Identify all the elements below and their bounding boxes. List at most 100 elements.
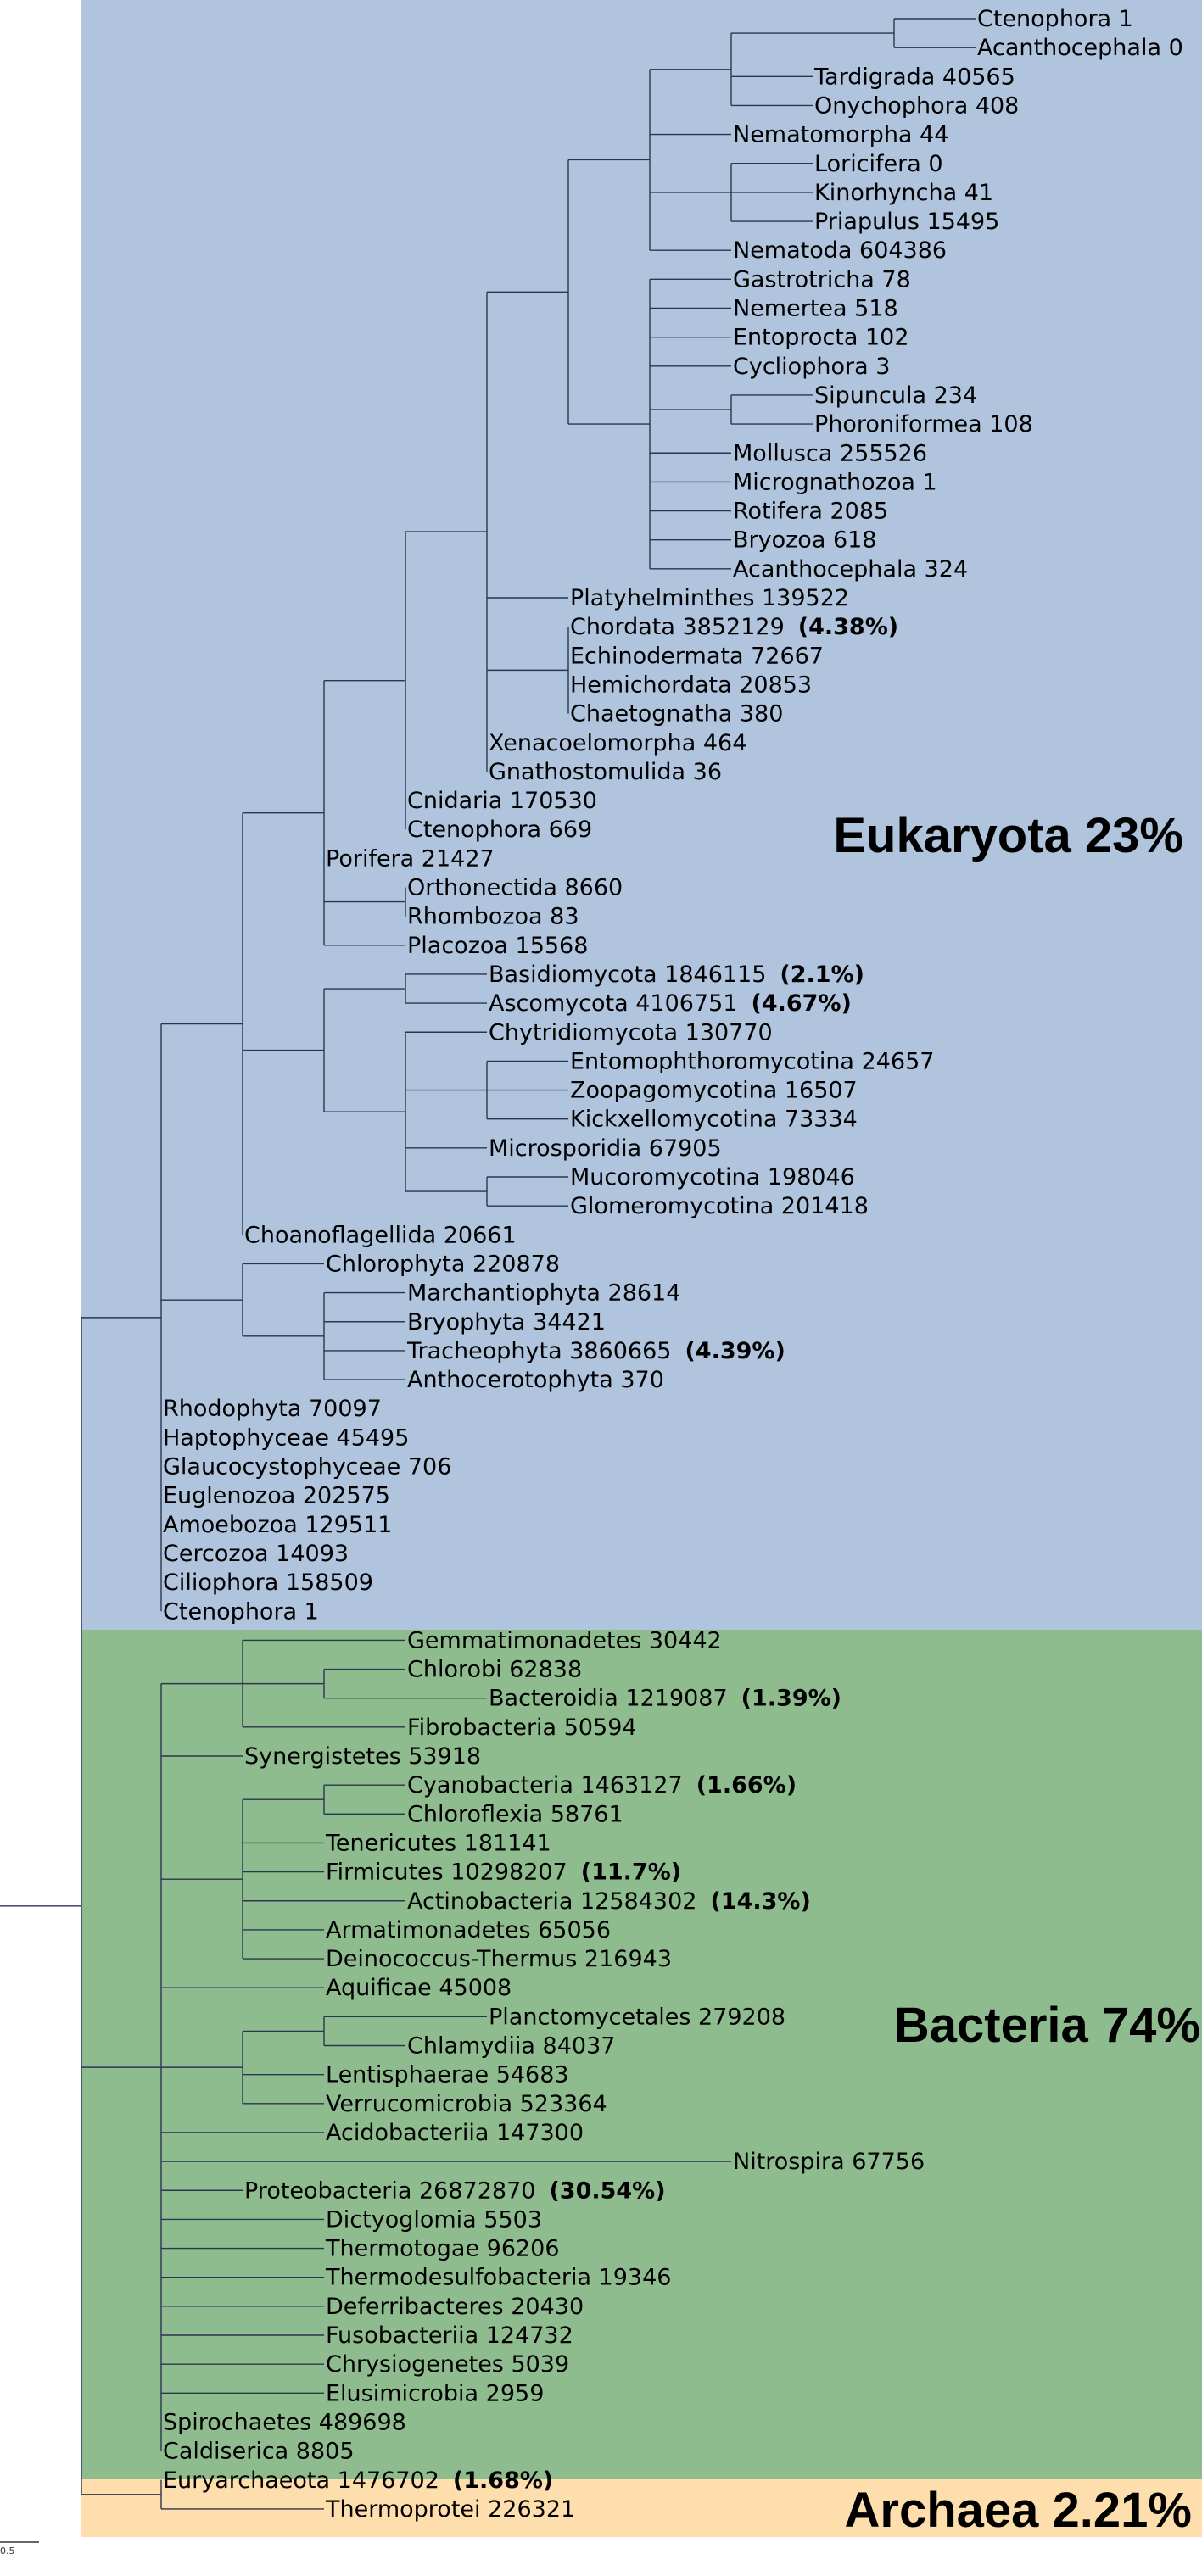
leaf-label-26: Gnathostomulida 36	[489, 759, 722, 785]
leaf-label-20: Platyhelminthes 139522	[570, 585, 849, 611]
bacteria-label: Bacteria 74%	[894, 1998, 1200, 2053]
leaf-label-74: Nitrospira 67756	[733, 2149, 925, 2175]
leaf-label-28: Ctenophora 669	[407, 817, 592, 843]
leaf-label-61: Cyanobacteria 1463127	[407, 1772, 683, 1798]
leaf-label-86: Thermoprotei 226321	[325, 2496, 575, 2523]
leaf-label-62: Chloroflexia 58761	[407, 1801, 623, 1827]
leaf-label-48: Rhodophyta 70097	[163, 1396, 382, 1422]
leaf-label-1: Acanthocephala 0	[977, 35, 1183, 61]
leaf-label-19: Acanthocephala 324	[733, 556, 968, 583]
leaf-label-39: Microsporidia 67905	[489, 1135, 722, 1162]
leaf-label-68: Aquificae 45008	[326, 1975, 512, 2001]
leaf-label-17: Rotifera 2085	[733, 499, 888, 525]
leaf-label-63: Tenericutes 181141	[325, 1830, 551, 1856]
leaf-label-77: Thermotogae 96206	[325, 2236, 560, 2262]
leaf-label-0: Ctenophora 1	[977, 6, 1133, 32]
leaf-label-46: Tracheophyta 3860665	[406, 1338, 671, 1364]
leaf-label-35: Chytridiomycota 130770	[489, 1019, 773, 1045]
eukaryota-label: Eukaryota 23%	[833, 808, 1183, 863]
leaf-label-29: Porifera 21427	[326, 845, 495, 872]
eukaryota-region	[81, 0, 1202, 1630]
leaf-label-31: Rhombozoa 83	[407, 904, 579, 930]
leaf-label-22: Echinodermata 72667	[570, 643, 824, 669]
leaf-label-15: Mollusca 255526	[733, 440, 927, 466]
leaf-label-66: Armatimonadetes 65056	[326, 1917, 611, 1943]
leaf-label-55: Ctenophora 1	[163, 1598, 319, 1625]
archaea-region	[81, 2479, 1202, 2537]
leaf-label-54: Ciliophora 158509	[163, 1570, 373, 1596]
leaf-percent-61: (1.66%)	[696, 1772, 797, 1798]
leaf-label-36: Entomophthoromycotina 24657	[570, 1048, 934, 1074]
leaf-label-57: Chlorobi 62838	[407, 1657, 582, 1683]
leaf-label-78: Thermodesulfobacteria 19346	[325, 2265, 671, 2291]
leaf-label-43: Chlorophyta 220878	[326, 1251, 560, 1277]
leaf-label-30: Orthonectida 8660	[407, 875, 623, 901]
leaf-label-40: Mucoromycotina 198046	[570, 1164, 855, 1190]
leaf-label-58: Bacteroidia 1219087	[489, 1686, 728, 1712]
leaf-label-73: Acidobacteriia 147300	[326, 2120, 584, 2146]
leaf-label-70: Chlamydiia 84037	[407, 2033, 615, 2060]
leaf-label-52: Amoebozoa 129511	[163, 1512, 392, 1538]
leaf-label-37: Zoopagomycotina 16507	[570, 1078, 858, 1104]
leaf-percent-85: (1.68%)	[453, 2467, 553, 2494]
leaf-percent-75: (30.54%)	[549, 2177, 665, 2204]
leaf-label-53: Cercozoa 14093	[163, 1541, 349, 1567]
leaf-label-3: Onychophora 408	[814, 92, 1019, 119]
leaf-percent-46: (4.39%)	[685, 1338, 785, 1364]
leaf-label-80: Fusobacteriia 124732	[326, 2322, 573, 2349]
leaf-label-4: Nematomorpha 44	[733, 122, 948, 148]
leaf-percent-34: (4.67%)	[752, 990, 852, 1017]
leaf-label-25: Xenacoelomorpha 464	[489, 730, 746, 756]
leaf-percent-58: (1.39%)	[741, 1686, 841, 1712]
leaf-label-11: Entoprocta 102	[733, 325, 909, 351]
scale-bar-label: 0.5	[0, 2545, 15, 2556]
leaf-label-2: Tardigrada 40565	[813, 64, 1015, 90]
leaf-label-72: Verrucomicrobia 523364	[326, 2091, 607, 2117]
leaf-label-69: Planctomycetales 279208	[489, 2004, 785, 2030]
leaf-label-7: Priapulus 15495	[814, 209, 999, 235]
leaf-label-41: Glomeromycotina 201418	[570, 1193, 869, 1219]
leaf-label-34: Ascomycota 4106751	[489, 990, 738, 1017]
leaf-label-71: Lentisphaerae 54683	[326, 2062, 569, 2088]
leaf-label-18: Bryozoa 618	[733, 527, 876, 554]
leaf-label-9: Gastrotricha 78	[733, 266, 911, 293]
leaf-label-14: Phoroniformea 108	[814, 411, 1033, 438]
leaf-label-59: Fibrobacteria 50594	[407, 1715, 637, 1741]
leaf-label-49: Haptophyceae 45495	[163, 1425, 409, 1451]
leaf-label-83: Spirochaetes 489698	[163, 2409, 406, 2435]
leaf-label-27: Cnidaria 170530	[407, 788, 597, 814]
leaf-label-50: Glaucocystophyceae 706	[163, 1454, 451, 1480]
leaf-percent-65: (14.3%)	[710, 1888, 810, 1915]
leaf-label-51: Euglenozoa 202575	[163, 1483, 390, 1509]
leaf-label-60: Synergistetes 53918	[244, 1743, 481, 1770]
leaf-label-85: Euryarchaeota 1476702	[163, 2467, 439, 2494]
leaf-label-6: Kinorhyncha 41	[814, 180, 993, 206]
leaf-label-13: Sipuncula 234	[814, 382, 977, 409]
leaf-label-79: Deferribacteres 20430	[326, 2294, 584, 2320]
leaf-label-82: Elusimicrobia 2959	[326, 2380, 544, 2406]
bacteria-region	[81, 1630, 1202, 2479]
leaf-label-42: Choanoflagellida 20661	[244, 1222, 517, 1248]
leaf-label-67: Deinococcus-Thermus 216943	[326, 1946, 672, 1972]
leaf-label-44: Marchantiophyta 28614	[407, 1280, 680, 1307]
leaf-label-65: Actinobacteria 12584302	[407, 1888, 696, 1915]
leaf-label-45: Bryophyta 34421	[407, 1309, 606, 1335]
leaf-label-10: Nemertea 518	[733, 296, 898, 322]
leaf-label-21: Chordata 3852129	[570, 614, 785, 640]
leaf-label-38: Kickxellomycotina 73334	[570, 1107, 858, 1133]
leaf-label-12: Cycliophora 3	[733, 354, 890, 380]
leaf-label-16: Micrognathozoa 1	[733, 469, 937, 495]
leaf-label-76: Dictyoglomia 5503	[326, 2206, 542, 2233]
leaf-label-56: Gemmatimonadetes 30442	[407, 1627, 722, 1653]
leaf-label-23: Hemichordata 20853	[570, 672, 812, 698]
leaf-label-5: Loricifera 0	[814, 151, 943, 177]
leaf-label-75: Proteobacteria 26872870	[244, 2177, 535, 2204]
leaf-labels: Ctenophora 1 Acanthocephala 0 Tardigrada 4…	[163, 6, 1183, 2523]
leaf-label-47: Anthocerotophyta 370	[407, 1367, 664, 1393]
leaf-label-64: Firmicutes 10298207	[326, 1860, 567, 1886]
leaf-percent-64: (11.7%)	[581, 1860, 681, 1886]
leaf-label-33: Basidiomycota 1846115	[489, 962, 766, 988]
leaf-percent-33: (2.1%)	[780, 962, 864, 988]
leaf-label-32: Placozoa 15568	[407, 933, 588, 959]
